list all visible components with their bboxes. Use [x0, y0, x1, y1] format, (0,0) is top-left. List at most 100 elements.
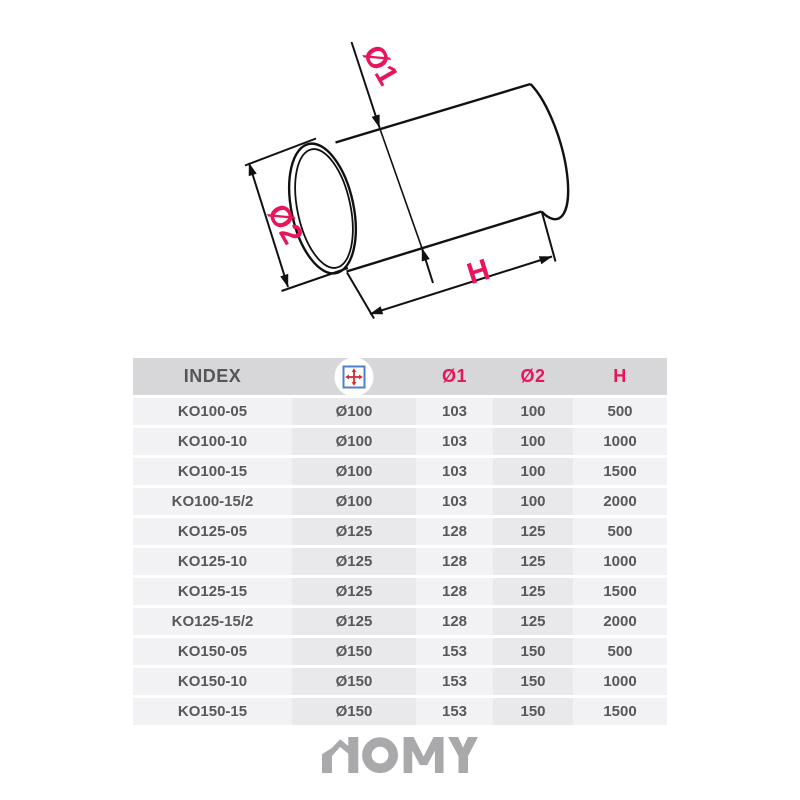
- table-row: KO100-15 Ø100 103 100 1500: [133, 458, 667, 488]
- cylinder-end-cap: [529, 83, 570, 221]
- h-extension-left: [346, 271, 375, 320]
- cell-size: Ø100: [292, 458, 416, 488]
- cell-h: 1000: [573, 428, 667, 458]
- cell-index: KO125-05: [133, 518, 292, 548]
- col-header-d2: Ø2: [493, 358, 573, 398]
- cell-index: KO100-05: [133, 398, 292, 428]
- cell-size: Ø150: [292, 638, 416, 668]
- d1-lower-arrow-line: [421, 247, 434, 284]
- cell-d1: 103: [416, 488, 493, 518]
- cell-d2: 150: [493, 698, 573, 728]
- col-header-icon: [292, 357, 416, 398]
- table-row: KO100-15/2 Ø100 103 100 2000: [133, 488, 667, 518]
- d2-dimension-line: [248, 162, 289, 288]
- table-row: KO125-05 Ø125 128 125 500: [133, 518, 667, 548]
- col-header-d1: Ø1: [416, 358, 493, 398]
- h-extension-right: [541, 212, 557, 262]
- cell-index: KO125-10: [133, 548, 292, 578]
- table-row: KO125-15 Ø125 128 125 1500: [133, 578, 667, 608]
- cell-d1: 128: [416, 518, 493, 548]
- cell-size: Ø125: [292, 548, 416, 578]
- d2-extension-top: [244, 137, 317, 167]
- table-row: KO125-10 Ø125 128 125 1000: [133, 548, 667, 578]
- cell-d2: 150: [493, 668, 573, 698]
- cell-h: 2000: [573, 488, 667, 518]
- col-header-h: H: [573, 358, 667, 398]
- label-d1: Ø1: [356, 40, 405, 91]
- cell-d2: 100: [493, 488, 573, 518]
- cell-d1: 103: [416, 428, 493, 458]
- d2-extension-bottom: [281, 267, 349, 292]
- cylinder-top-edge: [335, 82, 531, 144]
- cell-d2: 100: [493, 428, 573, 458]
- cell-d2: 100: [493, 458, 573, 488]
- cell-d1: 153: [416, 698, 493, 728]
- cell-d1: 128: [416, 608, 493, 638]
- cell-d2: 125: [493, 608, 573, 638]
- cell-size: Ø150: [292, 668, 416, 698]
- cell-index: KO150-10: [133, 668, 292, 698]
- spec-table: INDEX Ø1 Ø2 H: [133, 357, 667, 728]
- dimensions-icon: [292, 357, 416, 396]
- cell-size: Ø100: [292, 488, 416, 518]
- logo-h-left-stem: [322, 747, 332, 774]
- logo-y: [448, 737, 478, 774]
- cell-d1: 128: [416, 578, 493, 608]
- homy-logo-graphic: [322, 737, 478, 774]
- cell-size: Ø100: [292, 398, 416, 428]
- cell-d2: 150: [493, 638, 573, 668]
- table-row: KO100-05 Ø100 103 100 500: [133, 398, 667, 428]
- table-row: KO150-15 Ø150 153 150 1500: [133, 698, 667, 728]
- cell-size: Ø125: [292, 518, 416, 548]
- cell-index: KO150-15: [133, 698, 292, 728]
- homy-logo: HOMY: [322, 737, 478, 778]
- cell-h: 1500: [573, 578, 667, 608]
- table-row: KO100-10 Ø100 103 100 1000: [133, 428, 667, 458]
- cell-d2: 125: [493, 578, 573, 608]
- col-header-index: INDEX: [133, 358, 292, 398]
- cell-h: 2000: [573, 608, 667, 638]
- cell-index: KO150-05: [133, 638, 292, 668]
- cell-d2: 100: [493, 398, 573, 428]
- table-header-row: INDEX Ø1 Ø2 H: [133, 357, 667, 398]
- dimension-h: [346, 212, 557, 320]
- cylinder-opening-inner-rim: [294, 148, 354, 269]
- cell-h: 500: [573, 398, 667, 428]
- cell-size: Ø125: [292, 608, 416, 638]
- cell-h: 500: [573, 638, 667, 668]
- cell-h: 500: [573, 518, 667, 548]
- cell-size: Ø125: [292, 578, 416, 608]
- cell-index: KO125-15/2: [133, 608, 292, 638]
- cell-d1: 128: [416, 548, 493, 578]
- cell-h: 1000: [573, 548, 667, 578]
- cell-d1: 103: [416, 458, 493, 488]
- table-row: KO150-05 Ø150 153 150 500: [133, 638, 667, 668]
- d1-upper-arrow-line: [350, 41, 381, 128]
- table-row: KO150-10 Ø150 153 150 1000: [133, 668, 667, 698]
- cell-d2: 125: [493, 518, 573, 548]
- cell-d1: 153: [416, 638, 493, 668]
- cell-size: Ø100: [292, 428, 416, 458]
- cell-index: KO125-15: [133, 578, 292, 608]
- cylinder-bottom-edge: [346, 210, 542, 273]
- cell-index: KO100-15: [133, 458, 292, 488]
- h-dimension-line: [369, 255, 553, 315]
- cell-h: 1500: [573, 698, 667, 728]
- dimension-d2: [244, 137, 349, 292]
- logo-o: [362, 737, 398, 774]
- logo-h-roof: [331, 739, 351, 757]
- logo-m: [403, 737, 444, 774]
- pipe-technical-drawing: Ø1 Ø2 H: [244, 40, 570, 320]
- cell-index: KO100-10: [133, 428, 292, 458]
- logo-h-right-stem: [348, 737, 359, 774]
- cell-h: 1000: [573, 668, 667, 698]
- cell-size: Ø150: [292, 698, 416, 728]
- table-row: KO125-15/2 Ø125 128 125 2000: [133, 608, 667, 638]
- cell-d2: 125: [493, 548, 573, 578]
- d1-crossing-line: [378, 127, 423, 249]
- cell-d1: 153: [416, 668, 493, 698]
- cell-d1: 103: [416, 398, 493, 428]
- cell-h: 1500: [573, 458, 667, 488]
- label-h: H: [463, 253, 494, 291]
- cell-index: KO100-15/2: [133, 488, 292, 518]
